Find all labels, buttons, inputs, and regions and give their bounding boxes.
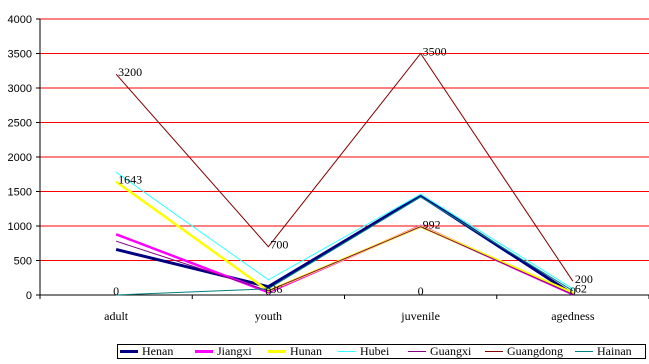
series-line-guangdong <box>115 52 574 282</box>
y-tick-label: 3500 <box>8 49 32 61</box>
data-label: 0 <box>265 284 271 298</box>
legend-item-jiangxi: Jiangxi <box>195 344 252 358</box>
legend-item-guangxi: Guangxi <box>408 344 472 358</box>
legend-item-hainan: Hainan <box>575 344 632 358</box>
y-tick-label: 2500 <box>8 118 32 130</box>
legend-swatch <box>120 350 138 353</box>
y-tick-label: 4000 <box>8 14 32 26</box>
data-label: 0 <box>418 284 424 298</box>
x-category-labels: adult youth juvenile agedness <box>104 309 595 323</box>
y-tick-label: 1500 <box>8 187 32 199</box>
series-line-hubei <box>115 171 574 290</box>
data-label: 36 <box>270 282 282 296</box>
legend-item-hubei: Hubei <box>338 344 390 358</box>
y-tick-label: 3000 <box>8 83 32 95</box>
legend-label: Jiangxi <box>217 344 252 358</box>
y-tick-label: 0 <box>26 290 32 302</box>
axes <box>39 19 649 299</box>
data-label: 0 <box>570 284 576 298</box>
legend-swatch <box>575 351 593 352</box>
data-label: 700 <box>270 238 288 252</box>
legend-swatch <box>485 351 503 352</box>
legend-item-henan: Henan <box>120 344 174 358</box>
series-lines <box>115 52 574 296</box>
legend-swatch <box>408 351 426 352</box>
gridlines <box>36 18 649 296</box>
legend-label: Guangxi <box>430 344 472 358</box>
series-line-hainan <box>116 196 574 296</box>
x-category-label: adult <box>104 309 129 323</box>
data-label: 1643 <box>118 173 142 187</box>
x-category-label: youth <box>255 309 282 323</box>
data-label: 0 <box>113 284 119 298</box>
legend-item-hunan: Hunan <box>268 344 322 358</box>
legend-item-guangdong: Guangdong <box>485 344 563 358</box>
y-tick-label: 2000 <box>8 152 32 164</box>
legend-swatch <box>268 350 286 353</box>
data-label: 3200 <box>118 65 142 79</box>
legend-label: Henan <box>142 344 174 358</box>
data-label: 3500 <box>423 45 447 59</box>
legend: Henan Jiangxi Hunan Hubei Guangxi Guangdong Ha… <box>117 344 646 359</box>
legend-swatch <box>195 350 213 353</box>
legend-label: Guangdong <box>507 344 563 358</box>
y-tick-label: 500 <box>14 256 32 268</box>
data-label: 992 <box>423 218 441 232</box>
x-category-label: agedness <box>551 309 595 323</box>
data-label: 200 <box>575 272 593 286</box>
legend-label: Hubei <box>360 344 390 358</box>
y-tick-labels: 0 500 1000 1500 2000 2500 3000 3500 4000 <box>8 14 32 302</box>
legend-label: Hainan <box>597 344 632 358</box>
data-label: 62 <box>575 282 587 296</box>
y-tick-label: 1000 <box>8 221 32 233</box>
legend-swatch <box>338 351 356 352</box>
series-line-henan <box>115 193 574 296</box>
legend-label: Hunan <box>290 344 322 358</box>
series-line-guangxi <box>115 226 574 295</box>
x-category-label: juvenile <box>400 309 440 323</box>
